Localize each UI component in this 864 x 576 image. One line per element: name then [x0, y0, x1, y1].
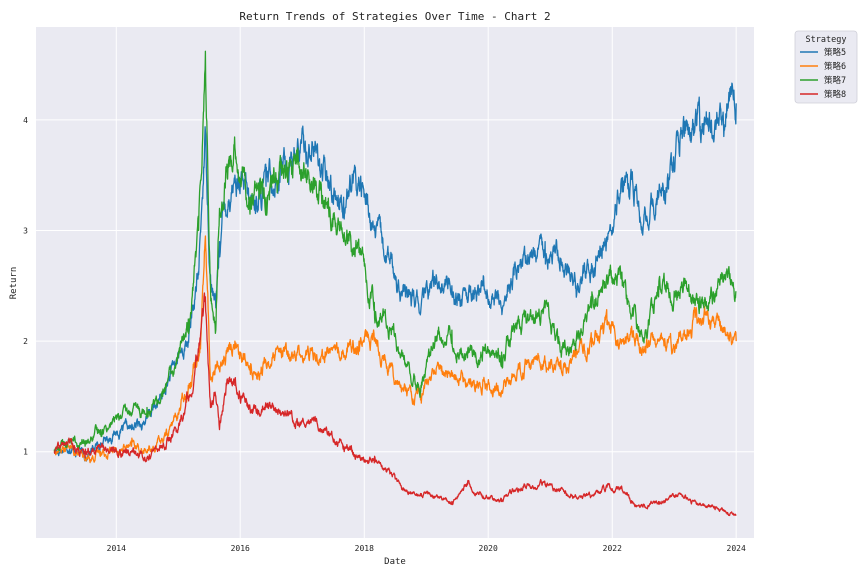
- x-tick-label: 2018: [355, 544, 374, 553]
- series-lines: [53, 50, 737, 517]
- grid-lines: [36, 27, 754, 538]
- y-axis-label: Return: [9, 267, 19, 300]
- series-line-4: [53, 292, 737, 517]
- x-tick-label: 2022: [603, 544, 622, 553]
- y-axis-ticks: 1 2 3 4: [23, 116, 28, 457]
- y-tick-label: 2: [23, 337, 28, 346]
- legend-items: 策略5 策略6 策略7 策略8: [800, 47, 846, 100]
- legend: Strategy 策略5 策略6 策略7 策略8: [794, 30, 858, 104]
- y-tick-label: 4: [23, 116, 28, 125]
- x-axis-label: Date: [384, 557, 406, 567]
- series-line-3: [53, 50, 737, 453]
- legend-label: 策略8: [824, 89, 846, 100]
- x-tick-label: 2020: [479, 544, 498, 553]
- legend-box: [794, 30, 858, 104]
- x-tick-label: 2016: [231, 544, 250, 553]
- x-tick-label: 2014: [107, 544, 126, 553]
- legend-label: 策略7: [824, 75, 846, 86]
- chart-title: Return Trends of Strategies Over Time - …: [239, 10, 550, 23]
- plot-background: [36, 27, 754, 538]
- y-tick-label: 1: [23, 448, 28, 457]
- legend-label: 策略5: [824, 47, 846, 58]
- legend-label: 策略6: [824, 61, 846, 72]
- legend-title: Strategy: [806, 35, 847, 45]
- x-tick-label: 2024: [727, 544, 746, 553]
- series-line-2: [53, 235, 737, 464]
- x-axis-ticks: 2014 2016 2018 2020 2022 2024: [107, 544, 746, 553]
- y-tick-label: 3: [23, 227, 28, 236]
